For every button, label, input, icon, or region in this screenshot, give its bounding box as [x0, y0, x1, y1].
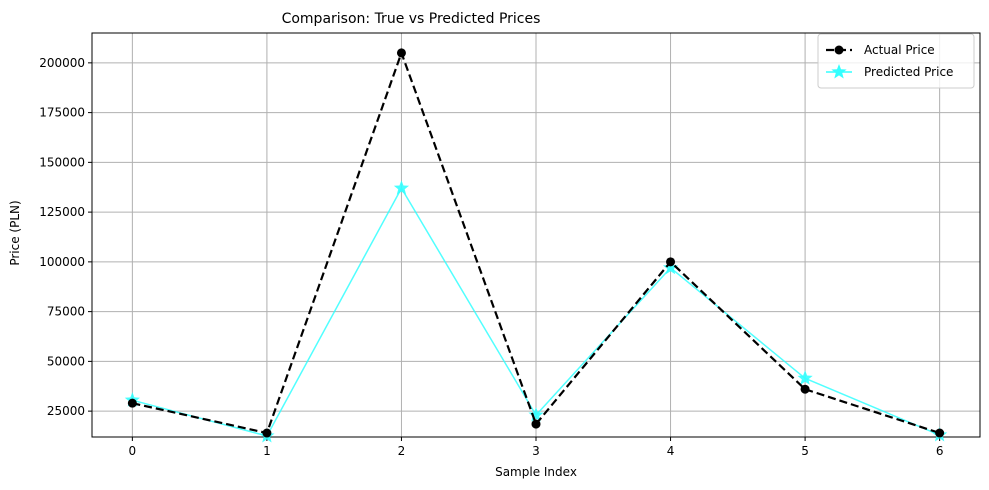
actual-price-point — [262, 428, 272, 438]
legend-box — [817, 33, 975, 89]
y-tick-label: 175000 — [39, 106, 85, 120]
predicted-price-point — [662, 259, 679, 275]
actual-price-point — [935, 428, 945, 438]
actual-price-point — [531, 419, 541, 429]
predicted-price-point — [393, 180, 410, 195]
x-tick-label: 6 — [936, 444, 944, 458]
y-tick-label: 200000 — [39, 56, 85, 70]
legend-label: Predicted Price — [864, 65, 953, 79]
x-tick-label: 4 — [667, 444, 675, 458]
actual-price-point — [666, 257, 676, 267]
x-tick-label: 2 — [398, 444, 406, 458]
y-axis-ticks: 25000 50000 75000 100000 125000 150000 175000 2… — [39, 56, 92, 418]
actual-price-point — [396, 48, 406, 58]
y-tick-label: 25000 — [47, 404, 85, 418]
x-tick-label: 0 — [129, 444, 137, 458]
x-axis-ticks: 0 1 2 3 4 5 6 — [129, 437, 944, 458]
y-tick-label: 100000 — [39, 255, 85, 269]
legend-marker-circle — [834, 45, 844, 55]
x-axis-label: Sample Index — [495, 465, 577, 479]
grid — [92, 33, 980, 437]
x-tick-label: 1 — [263, 444, 271, 458]
legend: Actual Price Predicted Price — [817, 33, 975, 89]
y-tick-label: 50000 — [47, 354, 85, 368]
y-axis-label: Price (PLN) — [8, 200, 22, 265]
legend-label: Actual Price — [864, 43, 935, 57]
predicted-price-point — [528, 407, 544, 422]
chart-title: Comparison: True vs Predicted Prices — [282, 11, 541, 27]
y-tick-label: 75000 — [47, 305, 85, 319]
series-group — [124, 48, 948, 443]
y-tick-label: 125000 — [39, 205, 85, 219]
actual-price-point — [800, 384, 810, 394]
legend-marker-star — [831, 64, 847, 79]
actual-price-point — [127, 398, 137, 408]
y-tick-label: 150000 — [39, 155, 85, 169]
predicted-price-point — [797, 370, 813, 385]
x-tick-label: 3 — [532, 444, 540, 458]
x-tick-label: 5 — [801, 444, 809, 458]
